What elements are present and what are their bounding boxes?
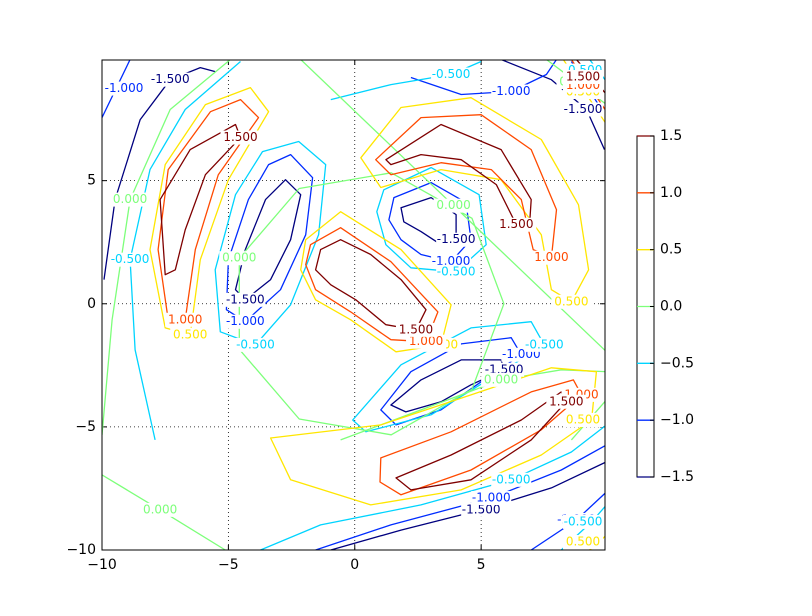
contour-label: -1.500 — [564, 102, 603, 116]
contour-line — [379, 379, 583, 496]
contour-label-bg — [496, 217, 537, 232]
colorbar-tick-label: −1.0 — [660, 412, 694, 428]
contour-label-bg — [406, 334, 447, 349]
contour-label-bg — [563, 412, 603, 427]
y-tick-label: 5 — [87, 173, 96, 189]
contour-label: -0.500 — [236, 337, 275, 351]
contour-label-bg — [110, 192, 151, 207]
contour-label: -0.500 — [525, 337, 564, 351]
contour-label: -1.000 — [472, 491, 511, 505]
contour-label: -0.500 — [111, 252, 150, 266]
contour-label: 0.500 — [173, 327, 207, 341]
contour-label-bg — [461, 502, 502, 517]
contour-label-bg — [491, 472, 532, 487]
contour-label: 1.500 — [399, 322, 433, 336]
contour-label: 0.000 — [143, 502, 177, 516]
x-tick-label: −5 — [218, 557, 239, 573]
x-tick-label: −10 — [87, 557, 117, 573]
contour-label-bg — [546, 394, 587, 409]
contour-label: -1.000 — [492, 84, 531, 98]
contour-label-bg — [104, 81, 144, 96]
contour-label-bg — [531, 250, 572, 265]
contour-label-bg — [395, 322, 436, 337]
contours — [102, 60, 605, 550]
contour-label: -1.500 — [151, 72, 190, 86]
contour-label: 0.000 — [436, 198, 470, 212]
colorbar-tick-label: 1.0 — [660, 185, 682, 201]
contour-label-bg — [220, 130, 261, 145]
contour-label: -0.500 — [432, 67, 471, 81]
x-tick-label: 5 — [477, 557, 486, 573]
contour-label: 0.000 — [484, 372, 518, 386]
contour-labels: -1.500-1.500-1.500-1.500-1.500-1.500-1.0… — [104, 63, 603, 549]
contour-label-bg — [563, 514, 603, 529]
contour-label: 1.000 — [168, 312, 202, 326]
contour-label-bg — [225, 314, 266, 329]
contour-label: -1.000 — [226, 314, 265, 328]
contour-label: -0.500 — [492, 472, 531, 486]
contour-label: 1.000 — [409, 334, 443, 348]
colorbar: −1.5 −1.0 −0.5 0.0 0.5 1.0 1.5 — [637, 128, 694, 485]
contour-label-bg — [471, 491, 512, 506]
colorbar-tick-label: 0.0 — [660, 299, 682, 315]
contour-label: -1.500 — [226, 292, 265, 306]
contour-label-bg — [436, 264, 477, 279]
contour-label: -1.500 — [437, 232, 476, 246]
colorbar-tick-label: −1.5 — [660, 469, 694, 485]
contour-label: 1.500 — [549, 394, 583, 408]
contour-label-bg — [563, 69, 603, 84]
contour-label-bg — [431, 67, 472, 82]
contour-label: -0.500 — [564, 514, 603, 528]
contour-line — [260, 425, 605, 550]
contour-label-bg — [165, 312, 206, 327]
contour-label-bg — [140, 502, 181, 517]
contour-label: 1.500 — [566, 69, 600, 83]
contour-line — [103, 66, 216, 280]
contour-label-bg — [491, 84, 532, 99]
contour-label-bg — [563, 102, 603, 117]
contour-label: 0.500 — [554, 294, 588, 308]
contour-label-bg — [235, 337, 276, 352]
colorbar-tick-label: −0.5 — [660, 355, 694, 371]
y-tick-label: −10 — [66, 542, 96, 558]
contour-label: -1.500 — [462, 502, 501, 516]
contour-label: 1.500 — [223, 130, 257, 144]
axes-frame — [101, 59, 606, 551]
contour-label: 0.500 — [566, 535, 600, 549]
contour-label-bg — [551, 294, 592, 309]
contour-line — [129, 61, 241, 441]
contour-label-bg — [481, 372, 522, 387]
contour-label: -1.000 — [432, 254, 471, 268]
contour-label: 0.500 — [566, 412, 600, 426]
contour-label: -1.000 — [105, 81, 144, 95]
contour-label-bg — [436, 232, 477, 247]
x-tick-label: 0 — [350, 557, 359, 573]
contour-label-bg — [170, 327, 211, 342]
contour-label: 0.000 — [113, 192, 147, 206]
contour-label: -1.500 — [485, 362, 524, 376]
contour-label-bg — [110, 252, 151, 267]
y-tick-label: 0 — [87, 296, 96, 312]
contour-label-bg — [524, 337, 565, 352]
contour-label-bg — [563, 535, 603, 549]
contour-label: 1.500 — [499, 217, 533, 231]
colorbar-tick-label: 0.5 — [660, 242, 682, 258]
contour-label-bg — [225, 292, 266, 307]
contour-label-bg — [433, 198, 474, 213]
y-tick-label: −5 — [75, 419, 96, 435]
contour-label-bg — [219, 251, 260, 266]
contour-label: 1.000 — [534, 250, 568, 264]
contour-label-bg — [150, 72, 191, 87]
colorbar-tick-label: 1.5 — [660, 128, 682, 144]
contour-label: -0.500 — [437, 264, 476, 278]
contour-label: 0.000 — [222, 251, 256, 265]
